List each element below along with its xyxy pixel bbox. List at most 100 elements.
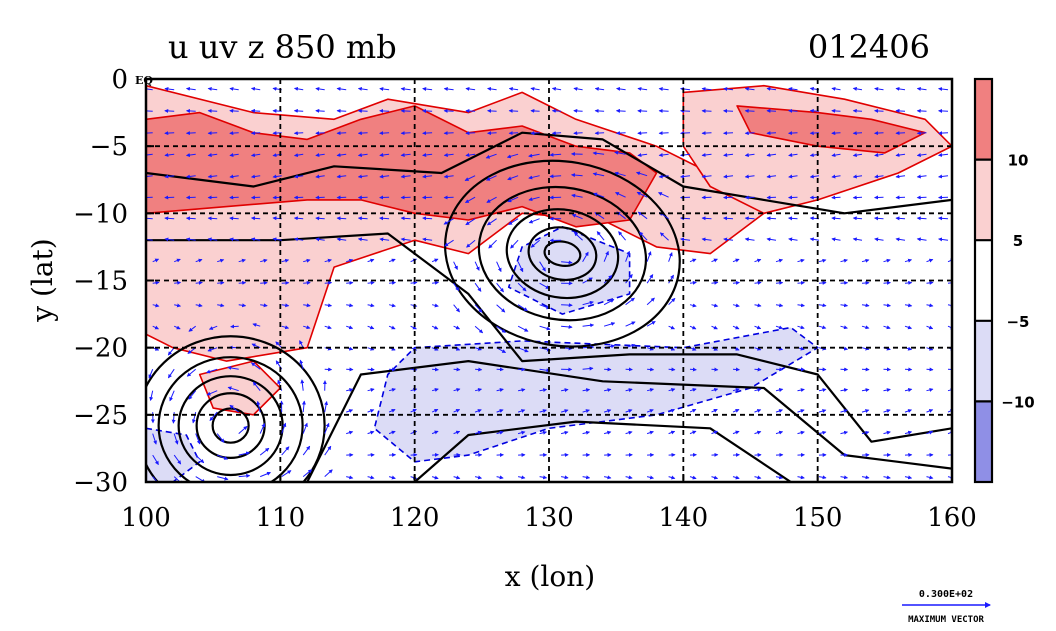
wind-vector [207,237,218,242]
wind-vector [689,430,697,435]
wind-vector [195,303,203,308]
wind-vector [701,237,712,242]
wind-vector [443,87,454,91]
wind-vector [615,108,626,113]
wind-vector [831,216,841,221]
wind-vector [301,400,306,413]
vector-legend: 0.300E+02 MAXIMUM VECTOR [902,589,991,625]
wind-vector [431,303,439,308]
wind-vector [431,325,439,330]
wind-vector [818,388,827,392]
wind-vector [466,239,476,248]
wind-vector [852,131,863,136]
wind-vector [852,86,863,91]
wind-vector [646,388,655,392]
wind-vector [539,261,546,272]
wind-vector [431,408,439,413]
wind-vector [281,325,290,330]
wind-vector [711,475,719,480]
wind-vector [410,408,417,413]
wind-vector [604,388,612,392]
wind-vector [711,280,719,285]
wind-vector [443,152,454,157]
wind-vector [260,280,268,285]
wind-vector [464,196,476,204]
wind-vector [809,131,820,136]
wind-vector [250,108,261,113]
wind-vector [549,152,562,157]
wind-vector [474,346,482,351]
wind-vector [916,216,927,221]
wind-vector [840,325,848,330]
wind-vector [346,303,354,308]
wind-vector [614,171,626,177]
wind-vector [357,131,368,136]
wind-vector [250,237,261,242]
y-tick-label: 0 [111,65,128,95]
wind-vector [422,216,433,221]
wind-vector [336,153,347,158]
wind-vector [852,153,863,158]
wind-vector [206,390,218,396]
y-tick-label: −20 [73,334,128,364]
wind-vector [379,174,390,179]
y-tick-label: −15 [73,267,128,297]
wind-vector [573,108,583,113]
wind-vector [883,325,891,330]
wind-vector [646,251,652,262]
wind-vector [874,216,884,221]
wind-vector [689,303,697,308]
wind-vector [657,192,669,198]
wind-vector [732,303,740,308]
wind-vector [904,475,913,480]
wind-vector [614,150,626,155]
wind-vector [818,303,827,308]
wind-vector [281,422,287,434]
wind-vector [336,237,347,242]
wind-vector [517,282,527,292]
wind-vector [625,430,633,435]
wind-vector [723,174,734,179]
wind-vector [507,196,519,203]
colorbar-label: −10 [1001,393,1034,411]
y-tick-label: −5 [90,132,128,162]
wind-vector [744,153,755,158]
wind-vector [207,108,218,113]
z-contour-low [527,226,598,282]
vector-layer [146,86,952,482]
wind-vector [582,323,595,328]
wind-vector [400,216,411,221]
wind-vector [539,430,548,435]
wind-vector [238,451,251,456]
wind-vector [432,367,439,372]
wind-vector [883,388,891,392]
wind-vector [766,131,777,136]
wind-vector [185,216,196,221]
wind-vector [711,387,719,392]
wind-vector [281,470,292,478]
wind-vector [926,409,934,413]
wind-vector [216,433,225,443]
wind-vector [852,216,863,221]
wind-vector [539,409,547,413]
wind-vector [152,258,160,263]
wind-vector [444,239,454,247]
wind-vector [508,108,519,113]
wind-vector [152,325,160,330]
wind-vector [926,280,934,285]
wind-vector [474,409,482,413]
wind-vector [732,430,740,435]
wind-vector [507,175,519,181]
wind-vector [530,86,540,91]
z-contour [146,232,952,443]
wind-vector [293,153,304,158]
wind-vector [895,174,906,179]
wind-vector [926,346,934,351]
wind-vector [488,239,497,249]
wind-vector [367,346,375,351]
wind-vector [818,325,827,330]
wind-vector [281,303,290,308]
wind-vector [367,388,375,392]
wind-vector [315,237,325,242]
wind-vector [732,475,740,480]
